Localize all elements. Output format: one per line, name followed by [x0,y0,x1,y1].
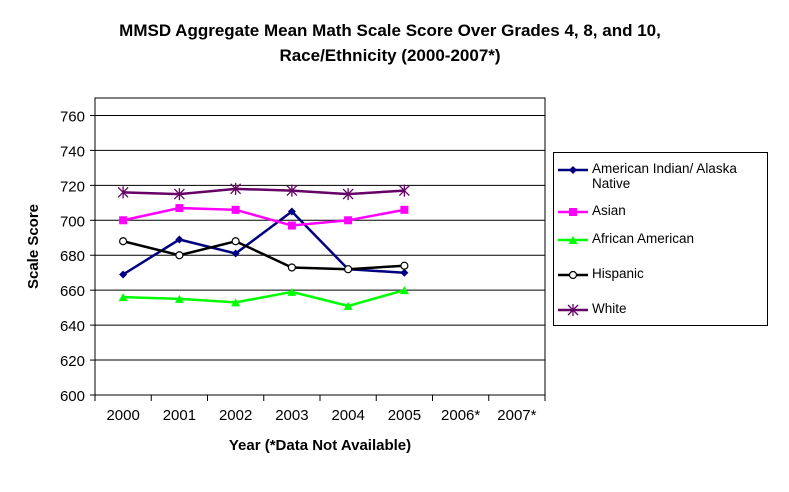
data-point [173,188,185,201]
series-line [122,206,405,227]
data-point [287,287,297,296]
plot-border [94,97,546,396]
data-point [230,182,242,195]
y-tick-label: 600 [60,388,85,405]
data-point [119,270,128,279]
legend-item: Asian [558,203,626,218]
data-point [119,237,128,246]
legend-marker [569,208,577,216]
y-tick-label: 640 [60,318,85,335]
series-asian [119,204,409,230]
data-point [400,205,409,214]
legend-swatch [558,304,588,316]
legend-label: White [592,301,627,316]
legend-label: African American [592,231,695,246]
y-tick-label: 620 [60,353,85,370]
legend-label: American Indian/ Alaska Native [592,161,737,191]
legend-marker [569,166,577,174]
legend-marker [568,270,578,280]
y-tick-label: 680 [60,248,85,265]
data-point [400,261,409,270]
data-point [398,184,410,197]
data-point [175,251,184,260]
data-point [343,301,353,310]
data-point [400,268,409,277]
legend-swatch [558,236,588,244]
data-point [399,286,409,295]
data-point [286,184,298,197]
data-point [344,216,353,225]
x-tick-label: 2001 [163,407,196,424]
series-african-american [118,286,409,310]
legend-swatch [558,166,588,174]
legend-label: Asian [592,203,626,218]
legend-swatch [558,208,588,216]
data-point [287,221,296,230]
series-hispanic [119,237,409,274]
legend: American Indian/ Alaska Native Asian Afric… [553,152,768,326]
data-point [175,235,184,244]
data-point [231,237,240,246]
data-point [174,294,184,303]
y-tick-label: 720 [60,178,85,195]
y-tick-label: 660 [60,283,85,300]
y-axis-label: Scale Score [25,204,42,289]
y-tick-label: 740 [60,143,85,160]
series-white [117,182,410,201]
data-point [118,293,128,302]
series-line [123,187,405,196]
data-point [287,207,296,216]
legend-marker [568,236,578,244]
data-point [342,188,354,201]
x-axis-label: Year (*Data Not Available) [229,437,411,454]
x-tick-label: 2004 [331,407,364,424]
x-tick-label: 2007* [497,407,536,424]
series-line [122,209,405,276]
y-tick-label: 700 [60,213,85,230]
data-point [287,263,296,272]
series-line [122,239,405,271]
x-tick-label: 2000 [106,407,139,424]
series-line [123,288,405,308]
legend-item: American Indian/ Alaska Native [558,161,767,191]
data-point [119,216,128,225]
x-tick-label: 2002 [219,407,252,424]
data-point [175,204,184,213]
legend-item: Hispanic [558,266,644,281]
legend-item: African American [558,231,694,246]
data-point [231,249,240,258]
x-tick-label: 2003 [275,407,308,424]
legend-swatch [558,270,588,280]
legend-item: White [558,301,627,316]
x-tick-label: 2005 [388,407,421,424]
data-point [231,298,241,307]
legend-marker [567,304,579,316]
legend-label: Hispanic [592,266,644,281]
data-point [344,265,353,274]
data-point [231,205,240,214]
chart-title: MMSD Aggregate Mean Math Scale Score Ove… [119,21,661,65]
data-point [117,186,129,199]
y-tick-label: 760 [60,108,85,125]
x-tick-label: 2006* [441,407,480,424]
